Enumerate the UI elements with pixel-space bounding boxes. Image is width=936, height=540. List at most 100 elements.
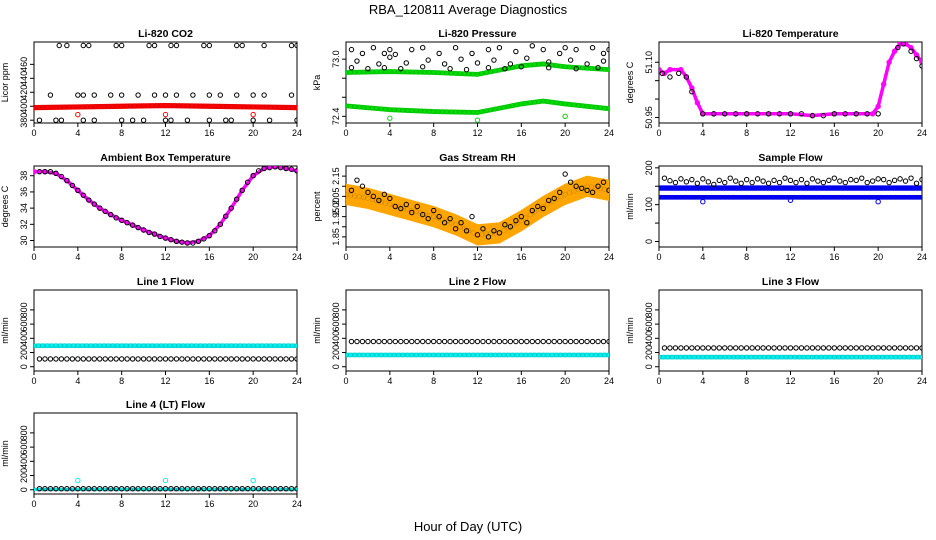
data-point bbox=[716, 345, 722, 351]
band-marker bbox=[880, 185, 886, 191]
data-point bbox=[556, 338, 563, 345]
band-marker bbox=[884, 354, 890, 360]
band-marker bbox=[669, 194, 675, 200]
panel-title: Line 1 Flow bbox=[137, 276, 195, 288]
data-point bbox=[913, 180, 920, 187]
data-point bbox=[600, 179, 607, 185]
x-tick-label: 24 bbox=[917, 128, 927, 138]
panel-title: Line 3 Flow bbox=[762, 276, 820, 288]
band-marker bbox=[237, 104, 243, 110]
data-point bbox=[206, 232, 213, 239]
band-marker bbox=[439, 352, 445, 358]
band-marker bbox=[558, 63, 564, 69]
data-point bbox=[546, 59, 552, 65]
data-point bbox=[546, 338, 552, 345]
data-point bbox=[255, 485, 262, 492]
data-point bbox=[880, 345, 887, 351]
data-point bbox=[162, 235, 169, 241]
data-point bbox=[787, 177, 794, 184]
data-point bbox=[129, 356, 136, 362]
data-point bbox=[157, 485, 163, 492]
band-marker bbox=[514, 102, 520, 108]
band-marker bbox=[805, 194, 811, 200]
data-point bbox=[573, 46, 579, 53]
data-point bbox=[496, 45, 503, 51]
data-point bbox=[496, 338, 503, 345]
band-marker bbox=[378, 69, 384, 75]
band-marker bbox=[709, 354, 715, 360]
band-marker bbox=[540, 352, 546, 358]
data-point bbox=[765, 111, 772, 117]
band-marker bbox=[418, 108, 424, 114]
band-marker bbox=[57, 104, 63, 110]
band-marker bbox=[669, 354, 675, 360]
data-point bbox=[392, 338, 399, 345]
data-point bbox=[283, 166, 289, 172]
band-marker bbox=[678, 354, 684, 360]
data-point bbox=[606, 187, 609, 193]
band-marker bbox=[400, 352, 406, 358]
data-point bbox=[452, 226, 459, 232]
band-marker bbox=[474, 352, 480, 358]
band-marker bbox=[180, 343, 186, 349]
data-point bbox=[80, 192, 87, 198]
data-point bbox=[91, 485, 97, 492]
x-tick-label: 20 bbox=[873, 252, 883, 262]
data-point bbox=[91, 92, 97, 98]
data-point bbox=[897, 176, 903, 182]
band-marker bbox=[123, 343, 129, 349]
data-point bbox=[277, 485, 284, 492]
band-marker bbox=[562, 191, 568, 197]
band-marker bbox=[836, 354, 842, 360]
band-marker bbox=[695, 194, 701, 200]
data-point bbox=[108, 211, 114, 218]
band-marker bbox=[294, 343, 297, 349]
band-marker bbox=[674, 185, 680, 191]
band-marker bbox=[844, 194, 850, 200]
data-point bbox=[831, 111, 838, 117]
band-marker bbox=[255, 343, 261, 349]
data-point bbox=[886, 59, 892, 65]
band-marker bbox=[518, 352, 524, 358]
band-marker bbox=[202, 343, 208, 349]
x-tick-label: 20 bbox=[248, 376, 258, 386]
x-tick-label: 12 bbox=[160, 128, 170, 138]
band-marker bbox=[404, 352, 410, 358]
band-marker bbox=[382, 200, 388, 206]
x-tick-label: 16 bbox=[516, 252, 526, 262]
data-point bbox=[201, 485, 207, 492]
data-point bbox=[184, 240, 191, 246]
band-marker bbox=[285, 343, 291, 349]
band-marker bbox=[352, 69, 358, 75]
data-point bbox=[589, 189, 596, 196]
band-marker bbox=[770, 354, 776, 360]
band-marker bbox=[510, 352, 516, 358]
data-point bbox=[47, 168, 54, 175]
series-samples bbox=[661, 345, 922, 351]
band-marker bbox=[840, 194, 846, 200]
data-point bbox=[705, 179, 712, 185]
data-point bbox=[184, 485, 191, 492]
band-marker bbox=[40, 104, 46, 110]
band-marker bbox=[387, 352, 393, 358]
band-marker bbox=[805, 354, 811, 360]
band-marker bbox=[735, 185, 741, 191]
band-marker bbox=[453, 70, 459, 76]
band-marker bbox=[483, 108, 489, 114]
panel-8: Line 3 Flow ml/min 0 4 8 12 16 20 24 0 20040060080… bbox=[625, 276, 927, 386]
band-marker bbox=[549, 352, 555, 358]
data-point bbox=[228, 205, 234, 211]
data-point bbox=[294, 356, 297, 362]
band-cyan bbox=[34, 487, 297, 491]
series-temperature bbox=[34, 166, 297, 246]
data-point bbox=[711, 181, 717, 188]
band-marker bbox=[871, 185, 877, 191]
data-point bbox=[589, 338, 596, 345]
data-point bbox=[743, 176, 750, 183]
data-point bbox=[266, 485, 273, 492]
band-marker bbox=[588, 352, 594, 358]
band-marker bbox=[246, 343, 252, 349]
y-tick-label: 0 bbox=[331, 364, 341, 369]
band-cyan bbox=[659, 354, 922, 360]
data-point bbox=[441, 61, 448, 67]
